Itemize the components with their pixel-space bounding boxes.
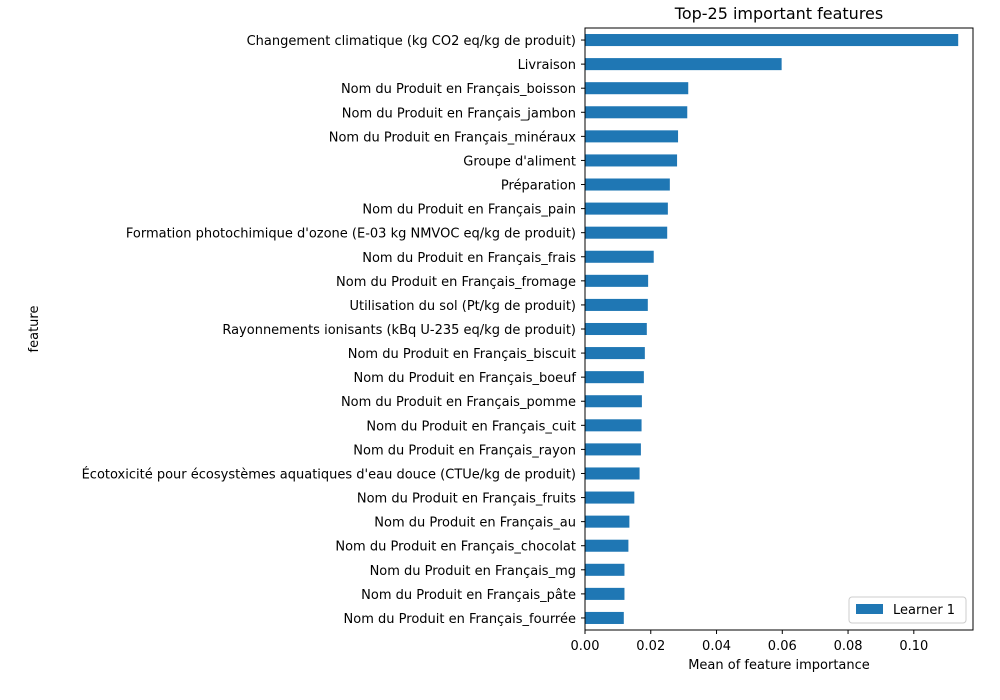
category-label: Nom du Produit en Français_fromage [336,275,576,290]
category-label: Nom du Produit en Français_boeuf [353,371,576,386]
category-label: Écotoxicité pour écosystèmes aquatiques … [82,466,576,482]
category-label: Nom du Produit en Français_jambon [342,106,576,121]
category-label: Utilisation du sol (Pt/kg de produit) [349,299,576,314]
bar [585,587,625,600]
bar [585,395,642,408]
bar [585,34,959,47]
bar [585,106,688,119]
category-label: Nom du Produit en Français_pâte [361,588,576,603]
x-axis-title: Mean of feature importance [688,658,870,673]
bar [585,611,624,624]
bar [585,443,641,456]
bar [585,130,679,143]
bar [585,539,629,552]
category-label: Nom du Produit en Français_biscuit [348,347,576,362]
legend: Learner 1 [848,596,967,624]
chart-title: Top-25 important features [674,4,883,23]
category-label: Formation photochimique d'ozone (E-03 kg… [126,227,576,242]
bars-group [585,34,959,624]
legend-box [848,596,967,624]
category-label: Groupe d'aliment [463,154,576,169]
bar [585,58,782,71]
plot-frame [584,27,974,631]
category-label: Nom du Produit en Français_boisson [341,82,576,97]
bar [585,298,648,311]
bar [585,563,625,576]
bar [585,515,630,528]
bar [585,274,649,287]
category-label: Nom du Produit en Français_minéraux [329,130,577,145]
x-tick-label: 0.06 [768,639,797,654]
category-label: Nom du Produit en Français_fruits [357,492,576,507]
category-label: Nom du Produit en Français_chocolat [335,540,576,555]
x-ticks-group: 0.00 0.02 0.04 0.06 0.08 0.10 [571,630,928,654]
x-tick-label: 0.02 [636,639,665,654]
bar [585,371,644,384]
category-label: Nom du Produit en Français_pomme [341,395,576,410]
bar [585,322,647,336]
category-label: Nom du Produit en Français_fourrée [344,612,576,627]
x-tick-label: 0.04 [702,639,731,654]
category-label: Nom du Produit en Français_mg [370,564,576,579]
category-label: Nom du Produit en Français_au [374,516,576,531]
category-labels-group: Changement climatique (kg CO2 eq/kg de p… [82,34,585,627]
legend-swatch [856,604,883,614]
bar [585,467,640,480]
bar [585,178,670,191]
category-label: Changement climatique (kg CO2 eq/kg de p… [247,34,576,49]
category-label: Nom du Produit en Français_cuit [366,419,576,434]
category-label: Nom du Produit en Français_frais [362,251,576,266]
x-tick-label: 0.00 [571,639,600,654]
category-label: Nom du Produit en Français_rayon [353,443,576,458]
legend-label: Learner 1 [893,603,955,618]
bar [585,202,668,215]
bar [585,226,668,239]
y-axis-title: feature [27,306,42,353]
category-label: Livraison [518,58,576,73]
x-tick-label: 0.10 [899,639,928,654]
bar [585,154,678,167]
category-label: Rayonnements ionisants (kBq U-235 eq/kg … [222,323,576,338]
bar [585,347,645,360]
category-label: Préparation [501,179,576,194]
bar [585,419,642,432]
bar [585,491,635,504]
x-tick-label: 0.08 [834,639,863,654]
category-label: Nom du Produit en Français_pain [362,203,576,218]
bar [585,250,654,263]
bar [585,82,689,95]
